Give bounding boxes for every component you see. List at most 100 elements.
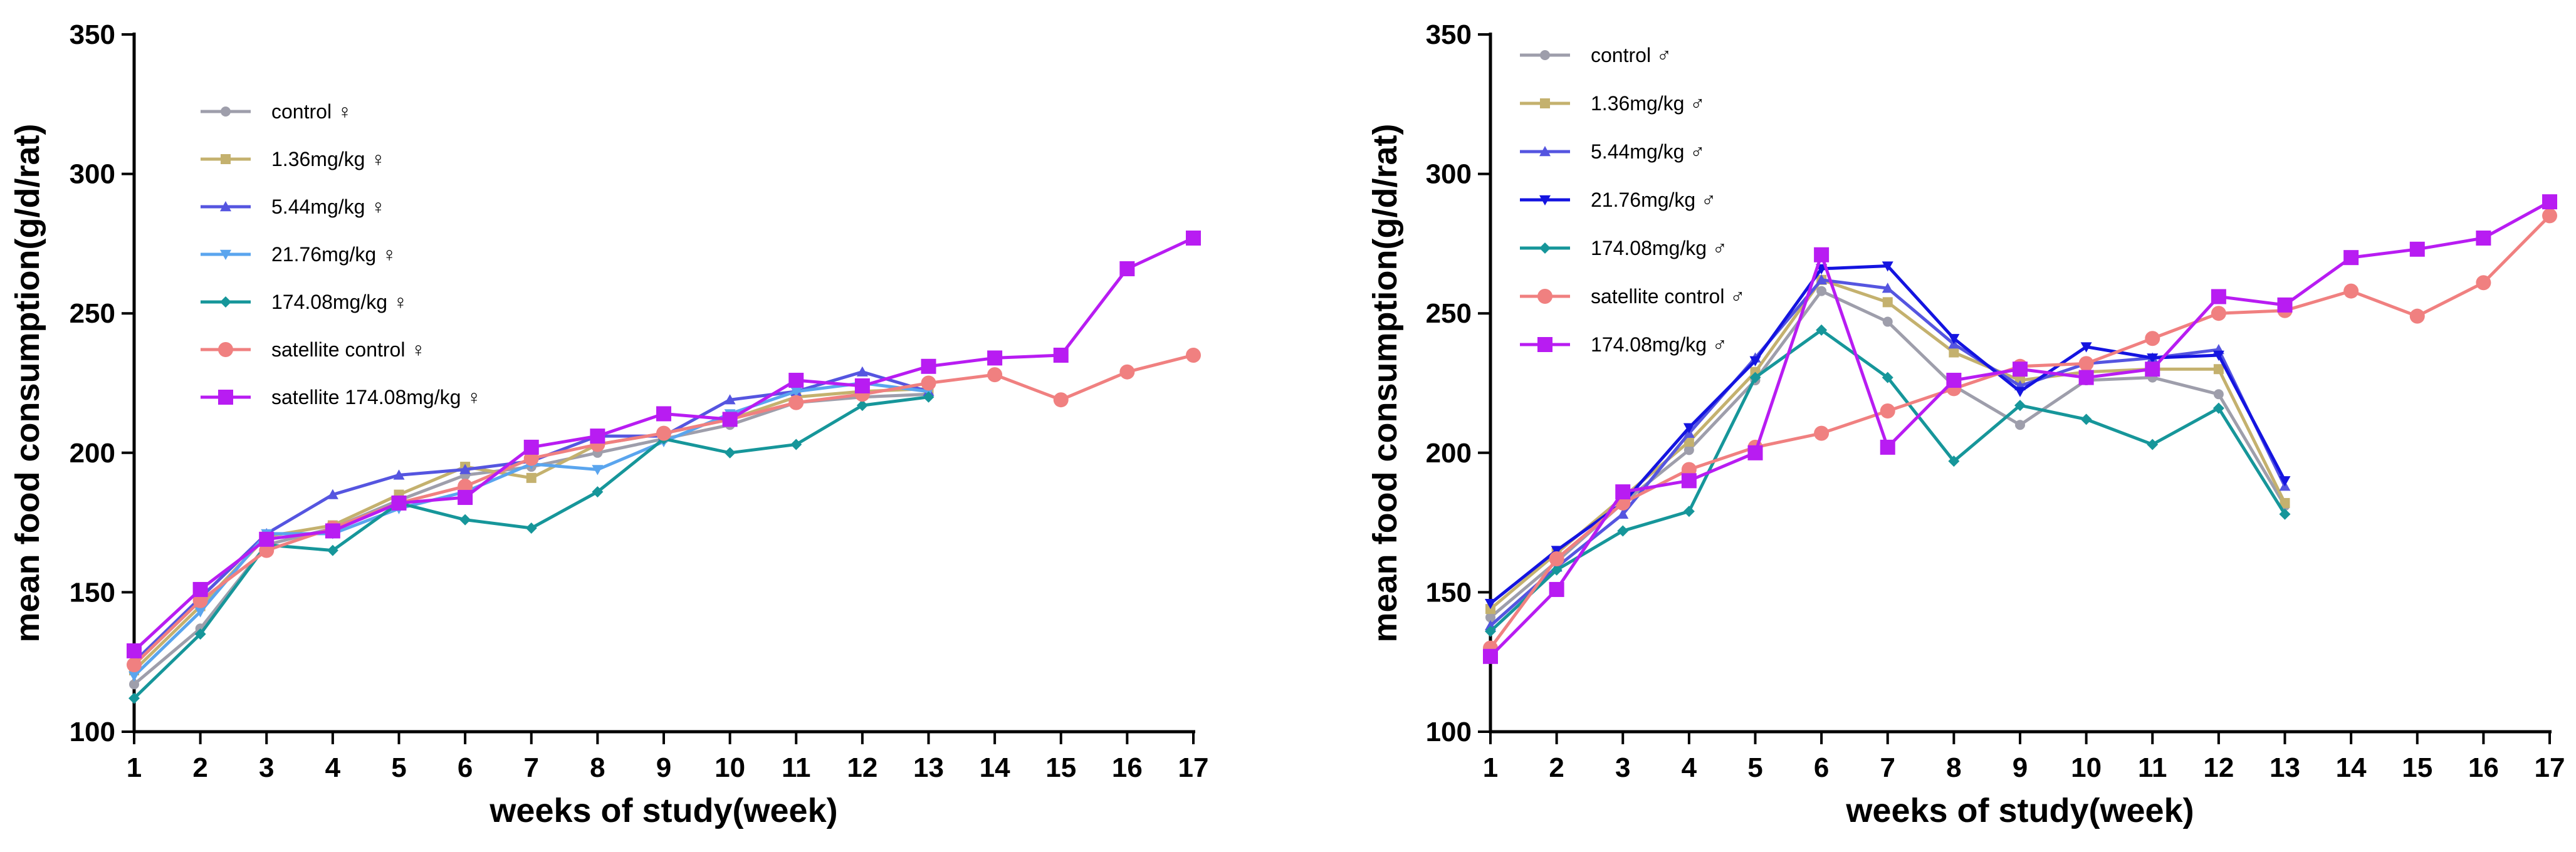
data-point [2211,289,2226,304]
data-point [2078,356,2094,371]
legend-item: 174.08mg/kg ♀ [201,291,408,313]
x-tick-label: 8 [590,752,605,783]
data-point [2078,370,2094,385]
data-point [459,514,471,526]
data-point [656,425,671,441]
data-point [2476,230,2491,246]
legend-label: control ♂ [1591,44,1672,66]
data-point [790,439,802,450]
data-point [2280,497,2290,508]
y-axis-title: mean food consumption(g/d/rat) [1366,124,1404,643]
data-point [1683,445,1694,455]
data-point [128,692,140,704]
y-tick-label: 100 [70,717,115,747]
series-6 [1483,208,2557,656]
data-point [1949,347,1959,358]
y-tick-label: 150 [1426,577,1472,608]
legend-item: 21.76mg/kg ♂ [1520,189,1716,211]
x-tick-label: 7 [524,752,539,783]
y-tick-label: 200 [1426,438,1472,469]
data-point [192,581,208,597]
data-point [523,439,539,455]
x-axis-title: weeks of study(week) [489,792,837,829]
data-point [1053,347,1069,363]
y-tick-label: 250 [70,298,115,329]
legend-label: 1.36mg/kg ♀ [271,148,385,170]
data-point [526,472,537,483]
data-point [1948,334,1960,345]
data-point [923,391,935,403]
x-tick-label: 3 [259,752,274,783]
data-point [127,643,142,658]
x-tick-label: 9 [2013,752,2028,783]
x-tick-label: 11 [2138,752,2167,783]
data-point [592,465,604,475]
data-point [1882,261,1893,272]
data-point [458,490,473,506]
data-point [1683,436,1694,447]
x-tick-label: 17 [1178,752,1209,783]
data-point [2213,364,2224,375]
data-point [1816,324,1828,336]
data-point [921,375,936,391]
data-point [1882,297,1893,308]
legend-swatch-marker [220,249,231,260]
legend-label: 174.08mg/kg ♂ [1591,237,1727,259]
legend-label: 174.08mg/kg ♂ [1591,333,1727,356]
data-point [1186,347,1201,363]
data-point [1485,599,1496,610]
data-point [2542,194,2557,210]
y-tick-label: 200 [70,438,115,469]
legend-swatch-marker [220,296,231,308]
x-tick-label: 2 [192,752,207,783]
data-point [790,387,802,397]
legend-swatch-marker [221,154,231,164]
x-tick-label: 3 [1615,752,1630,783]
y-tick-label: 100 [1426,717,1472,747]
legend-item: 1.36mg/kg ♂ [1520,92,1705,115]
legend-item: 21.76mg/kg ♀ [201,243,397,266]
x-tick-label: 12 [847,752,877,783]
legend-swatch-marker [1539,242,1551,254]
data-point [2014,400,2026,412]
data-point [1816,274,1828,284]
data-point [393,469,405,480]
data-point [2212,350,2224,361]
series-line [1489,214,2551,649]
x-tick-label: 5 [391,752,406,783]
x-tick-label: 13 [913,752,944,783]
data-point [1880,403,1895,419]
x-tick-label: 4 [1682,752,1697,783]
legend-label: satellite 174.08mg/kg ♀ [271,386,481,408]
data-point [194,628,206,640]
data-point [1485,612,1495,623]
series-line [1489,264,2286,605]
legend-swatch-marker [220,201,231,212]
data-point [987,350,1003,366]
data-point [2542,208,2557,224]
legend-item: 5.44mg/kg ♂ [1520,140,1705,163]
legend-swatch-marker [1540,50,1550,60]
data-point [325,523,340,539]
data-point [1053,392,1069,408]
legend-label: satellite control ♀ [271,338,426,361]
series-5 [128,391,935,704]
legend-item: 174.08mg/kg ♂ [1520,333,1727,356]
data-point [2343,283,2359,299]
data-point [1882,283,1893,293]
legend: control ♀ 1.36mg/kg ♀ 5.44mg/kg ♀ 21.76mg/k… [201,100,481,408]
data-point [194,607,206,618]
legend-label: control ♀ [271,100,352,123]
x-tick-label: 16 [2468,752,2499,783]
data-point [1549,581,1564,597]
x-tick-label: 4 [325,752,341,783]
data-point [2279,508,2291,520]
legend-label: 5.44mg/kg ♂ [1591,140,1705,163]
data-point [590,429,605,444]
data-point [1615,484,1631,500]
legend: control ♂ 1.36mg/kg ♂ 5.44mg/kg ♂ 21.76mg/k… [1520,44,1745,356]
data-point [2147,439,2159,450]
x-tick-label: 6 [458,752,473,783]
